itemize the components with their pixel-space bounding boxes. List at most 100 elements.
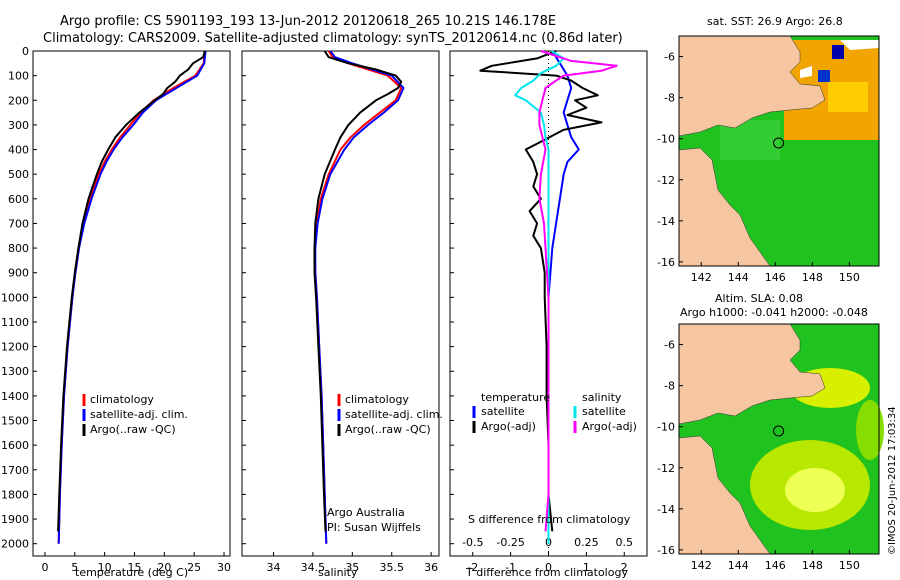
depth-tick-label: 1000 [1, 291, 29, 304]
x-tick-label: 35 [345, 561, 359, 574]
depth-tick-label: 100 [8, 70, 29, 83]
map-axis-ticks: -6 -8 -10 -12 -14 -16 142 144 146 148 150 -6 -8 -10 -1… [657, 51, 860, 572]
s-diff-xlabel: S difference from climatology [468, 513, 631, 526]
x-tick-label: 30 [217, 561, 231, 574]
x-tick-label: 0 [41, 561, 48, 574]
legend-label-climatology: climatology [90, 393, 154, 406]
x-tick-label: 35.5 [379, 561, 404, 574]
legend-label-s-argo: Argo(-adj) [582, 420, 637, 433]
map-lat-label: -8 [664, 92, 675, 105]
depth-tick-label: 1500 [1, 415, 29, 428]
depth-tick-label: 1400 [1, 390, 29, 403]
series-line-s-argo-adj- [538, 50, 618, 532]
salinity-legend: climatology satellite-adj. clim. Argo(..… [337, 393, 443, 436]
imos-timestamp: ©IMOS 20-Jun-2012 17:03:34 [887, 406, 898, 555]
axis-ticks: 0100200300400500600700800900100011001200… [1, 45, 633, 574]
legend-label-t-satellite: satellite [481, 405, 525, 418]
x-tick-label: 5 [71, 561, 78, 574]
sst-map-cold-patch [818, 70, 830, 82]
salinity-axes [241, 50, 440, 557]
map-lat-label: -10 [657, 421, 675, 434]
depth-tick-label: 1700 [1, 464, 29, 477]
series-line-t-argo-adj- [479, 50, 603, 532]
difference-legend: temperature salinity satellite Argo(-adj… [472, 391, 637, 433]
depth-tick-label: 400 [8, 144, 29, 157]
sst-map-land-newguinea [678, 35, 826, 137]
map-lat-label: -12 [657, 462, 675, 475]
series-line-satellite-adj-clim- [314, 50, 405, 544]
sla-map-high-anomaly [856, 400, 884, 460]
x-tick-label: 36 [424, 561, 438, 574]
depth-tick-label: 1300 [1, 365, 29, 378]
series-line-argo-raw-qc- [57, 50, 206, 532]
map-lon-label: 142 [691, 271, 712, 284]
s-diff-tick-label: 0.25 [574, 536, 599, 549]
map-lon-label: 150 [839, 559, 860, 572]
sst-map [678, 35, 880, 267]
figure-title: Argo profile: CS 5901193_193 13-Jun-2012… [60, 14, 556, 29]
s-diff-tick-label: -0.25 [496, 536, 524, 549]
depth-tick-label: 1600 [1, 439, 29, 452]
sst-map-frame [678, 35, 880, 267]
argo-location-marker [773, 137, 785, 149]
map-lon-label: 144 [728, 559, 749, 572]
map-lat-label: -16 [657, 544, 675, 557]
series-line-climatology [313, 50, 403, 544]
depth-tick-label: 800 [8, 242, 29, 255]
map-lon-label: 148 [802, 271, 823, 284]
credit-pi: PI: Susan Wijffels [327, 521, 421, 534]
sst-map-warm-patch [828, 82, 868, 112]
salinity-xlabel: salinity [318, 566, 358, 579]
sst-map-cloud [800, 66, 812, 78]
profile-series [57, 50, 618, 544]
legend-label-t-argo: Argo(-adj) [481, 420, 536, 433]
x-tick-label: -1 [505, 561, 516, 574]
x-tick-label: 20 [157, 561, 171, 574]
series-line-argo-raw-qc- [313, 50, 403, 532]
map-lon-label: 142 [691, 559, 712, 572]
x-tick-label: 2 [621, 561, 628, 574]
map-lat-label: -6 [664, 51, 675, 64]
series-line-t-satellite [547, 50, 580, 544]
sst-map-title: sat. SST: 26.9 Argo: 26.8 [707, 15, 843, 28]
temperature-xlabel: temperature (deg C) [75, 566, 188, 579]
depth-tick-label: 200 [8, 94, 29, 107]
legend-label-s-satellite: satellite [582, 405, 626, 418]
credit-org: Argo Australia [327, 506, 405, 519]
sla-map-frame [678, 323, 880, 555]
map-lat-label: -14 [657, 215, 675, 228]
depth-tick-label: 500 [8, 168, 29, 181]
map-lon-label: 146 [765, 559, 786, 572]
t-diff-xlabel: T difference from climatology [465, 566, 628, 579]
sla-map-land-newguinea [678, 323, 826, 425]
legend-title-temperature: temperature [481, 391, 550, 404]
map-lon-label: 148 [802, 559, 823, 572]
legend-label-satellite: satellite-adj. clim. [90, 408, 188, 421]
map-lat-label: -12 [657, 174, 675, 187]
temperature-axes [32, 50, 231, 557]
depth-tick-label: 1100 [1, 316, 29, 329]
legend-label-satellite: satellite-adj. clim. [345, 408, 443, 421]
x-tick-label: 15 [127, 561, 141, 574]
series-line-satellite-adj-clim- [57, 50, 207, 544]
map-lon-label: 144 [728, 271, 749, 284]
legend-title-salinity: salinity [582, 391, 622, 404]
sst-map-cloud [840, 40, 879, 50]
map-lat-label: -14 [657, 503, 675, 516]
map-lon-label: 150 [839, 271, 860, 284]
depth-tick-label: 2000 [1, 538, 29, 551]
sla-map [678, 323, 884, 555]
depth-tick-label: 1200 [1, 341, 29, 354]
s-diff-tick-label: -0.5 [462, 536, 483, 549]
x-tick-label: -2 [467, 561, 478, 574]
legend-label-argo: Argo(..raw -QC) [90, 423, 176, 436]
x-tick-label: 1 [583, 561, 590, 574]
s-diff-tick-label: 0.5 [616, 536, 634, 549]
depth-tick-label: 0 [22, 45, 29, 58]
x-tick-label: 25 [187, 561, 201, 574]
figure-subtitle: Climatology: CARS2009. Satellite-adjuste… [43, 31, 623, 46]
map-lat-label: -6 [664, 339, 675, 352]
map-lat-label: -8 [664, 380, 675, 393]
series-line-climatology [57, 50, 206, 544]
